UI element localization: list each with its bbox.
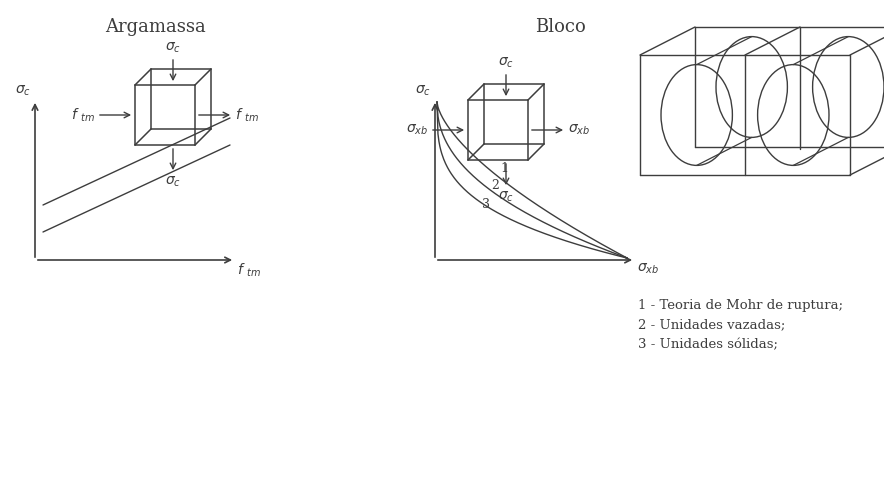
Text: $f\ _{tm}$: $f\ _{tm}$ xyxy=(235,106,259,124)
Text: $\sigma_c$: $\sigma_c$ xyxy=(165,41,181,55)
Text: $\sigma_c$: $\sigma_c$ xyxy=(498,190,514,204)
Text: 3 - Unidades sólidas;: 3 - Unidades sólidas; xyxy=(638,339,778,352)
Text: $\sigma_{xb}$: $\sigma_{xb}$ xyxy=(406,123,428,137)
Text: $\sigma_c$: $\sigma_c$ xyxy=(15,84,31,98)
Text: $f\ _{tm}$: $f\ _{tm}$ xyxy=(237,262,261,279)
Text: $\sigma_c$: $\sigma_c$ xyxy=(415,84,431,98)
Text: $\sigma_{xb}$: $\sigma_{xb}$ xyxy=(637,262,659,276)
Text: $\sigma_c$: $\sigma_c$ xyxy=(498,56,514,70)
Text: $\sigma_c$: $\sigma_c$ xyxy=(165,175,181,189)
Text: Bloco: Bloco xyxy=(535,18,585,36)
Text: $\sigma_{xb}$: $\sigma_{xb}$ xyxy=(568,123,591,137)
Text: Argamassa: Argamassa xyxy=(104,18,205,36)
Text: 1: 1 xyxy=(500,162,508,175)
Text: 1 - Teoria de Mohr de ruptura;: 1 - Teoria de Mohr de ruptura; xyxy=(638,298,843,312)
Text: $f\ _{tm}$: $f\ _{tm}$ xyxy=(71,106,95,124)
Text: 2: 2 xyxy=(492,179,499,192)
Text: 3: 3 xyxy=(482,198,491,211)
Text: 2 - Unidades vazadas;: 2 - Unidades vazadas; xyxy=(638,318,785,331)
